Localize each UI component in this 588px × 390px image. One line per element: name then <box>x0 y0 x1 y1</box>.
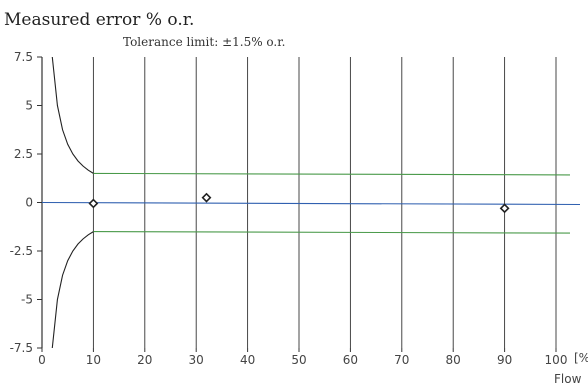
tolerance-upper-line <box>93 172 571 176</box>
x-axis-label: Flow <box>554 372 582 386</box>
x-tick-label: 50 <box>291 353 306 367</box>
measured-point <box>88 198 99 209</box>
measured-point <box>201 192 212 203</box>
chart-title: Measured error % o.r. <box>4 10 194 30</box>
x-tick-label: 30 <box>189 353 204 367</box>
x-tick-label: 20 <box>137 353 152 367</box>
y-tick-label: 0 <box>25 196 33 210</box>
x-tick-label: 100 <box>545 353 568 367</box>
x-tick-label: 40 <box>240 353 255 367</box>
measured-points <box>88 192 510 214</box>
chart-subtitle: Tolerance limit: ±1.5% o.r. <box>123 35 285 49</box>
tolerance-lower-curve <box>51 231 94 349</box>
x-unit-label: [%] <box>574 351 588 365</box>
x-tick-labels: 0 10 20 30 40 50 60 70 80 90 100 <box>38 353 567 367</box>
zero-line <box>41 201 581 206</box>
measured-point <box>499 203 510 214</box>
y-tick-label: 2.5 <box>14 147 33 161</box>
x-tick-label: 60 <box>343 353 358 367</box>
y-tick-label: 5 <box>25 99 33 113</box>
zero-line-group <box>41 201 581 206</box>
y-tick-label: -5 <box>21 293 33 307</box>
x-tick-label: 0 <box>38 353 46 367</box>
x-tick-label: 10 <box>86 353 101 367</box>
y-tick-label: 7.5 <box>14 50 33 64</box>
tolerance-lower-line <box>93 231 571 234</box>
tolerance-upper-curve <box>51 56 94 174</box>
tolerance-lines <box>51 56 571 349</box>
y-tick-label: -7.5 <box>10 341 33 355</box>
y-tick-labels: 7.5 5 2.5 0 -2.5 -5 -7.5 <box>10 50 33 355</box>
x-tick-label: 90 <box>497 353 512 367</box>
y-tick-label: -2.5 <box>10 244 33 258</box>
grid <box>37 56 557 352</box>
x-tick-label: 70 <box>394 353 409 367</box>
x-tick-label: 80 <box>446 353 461 367</box>
